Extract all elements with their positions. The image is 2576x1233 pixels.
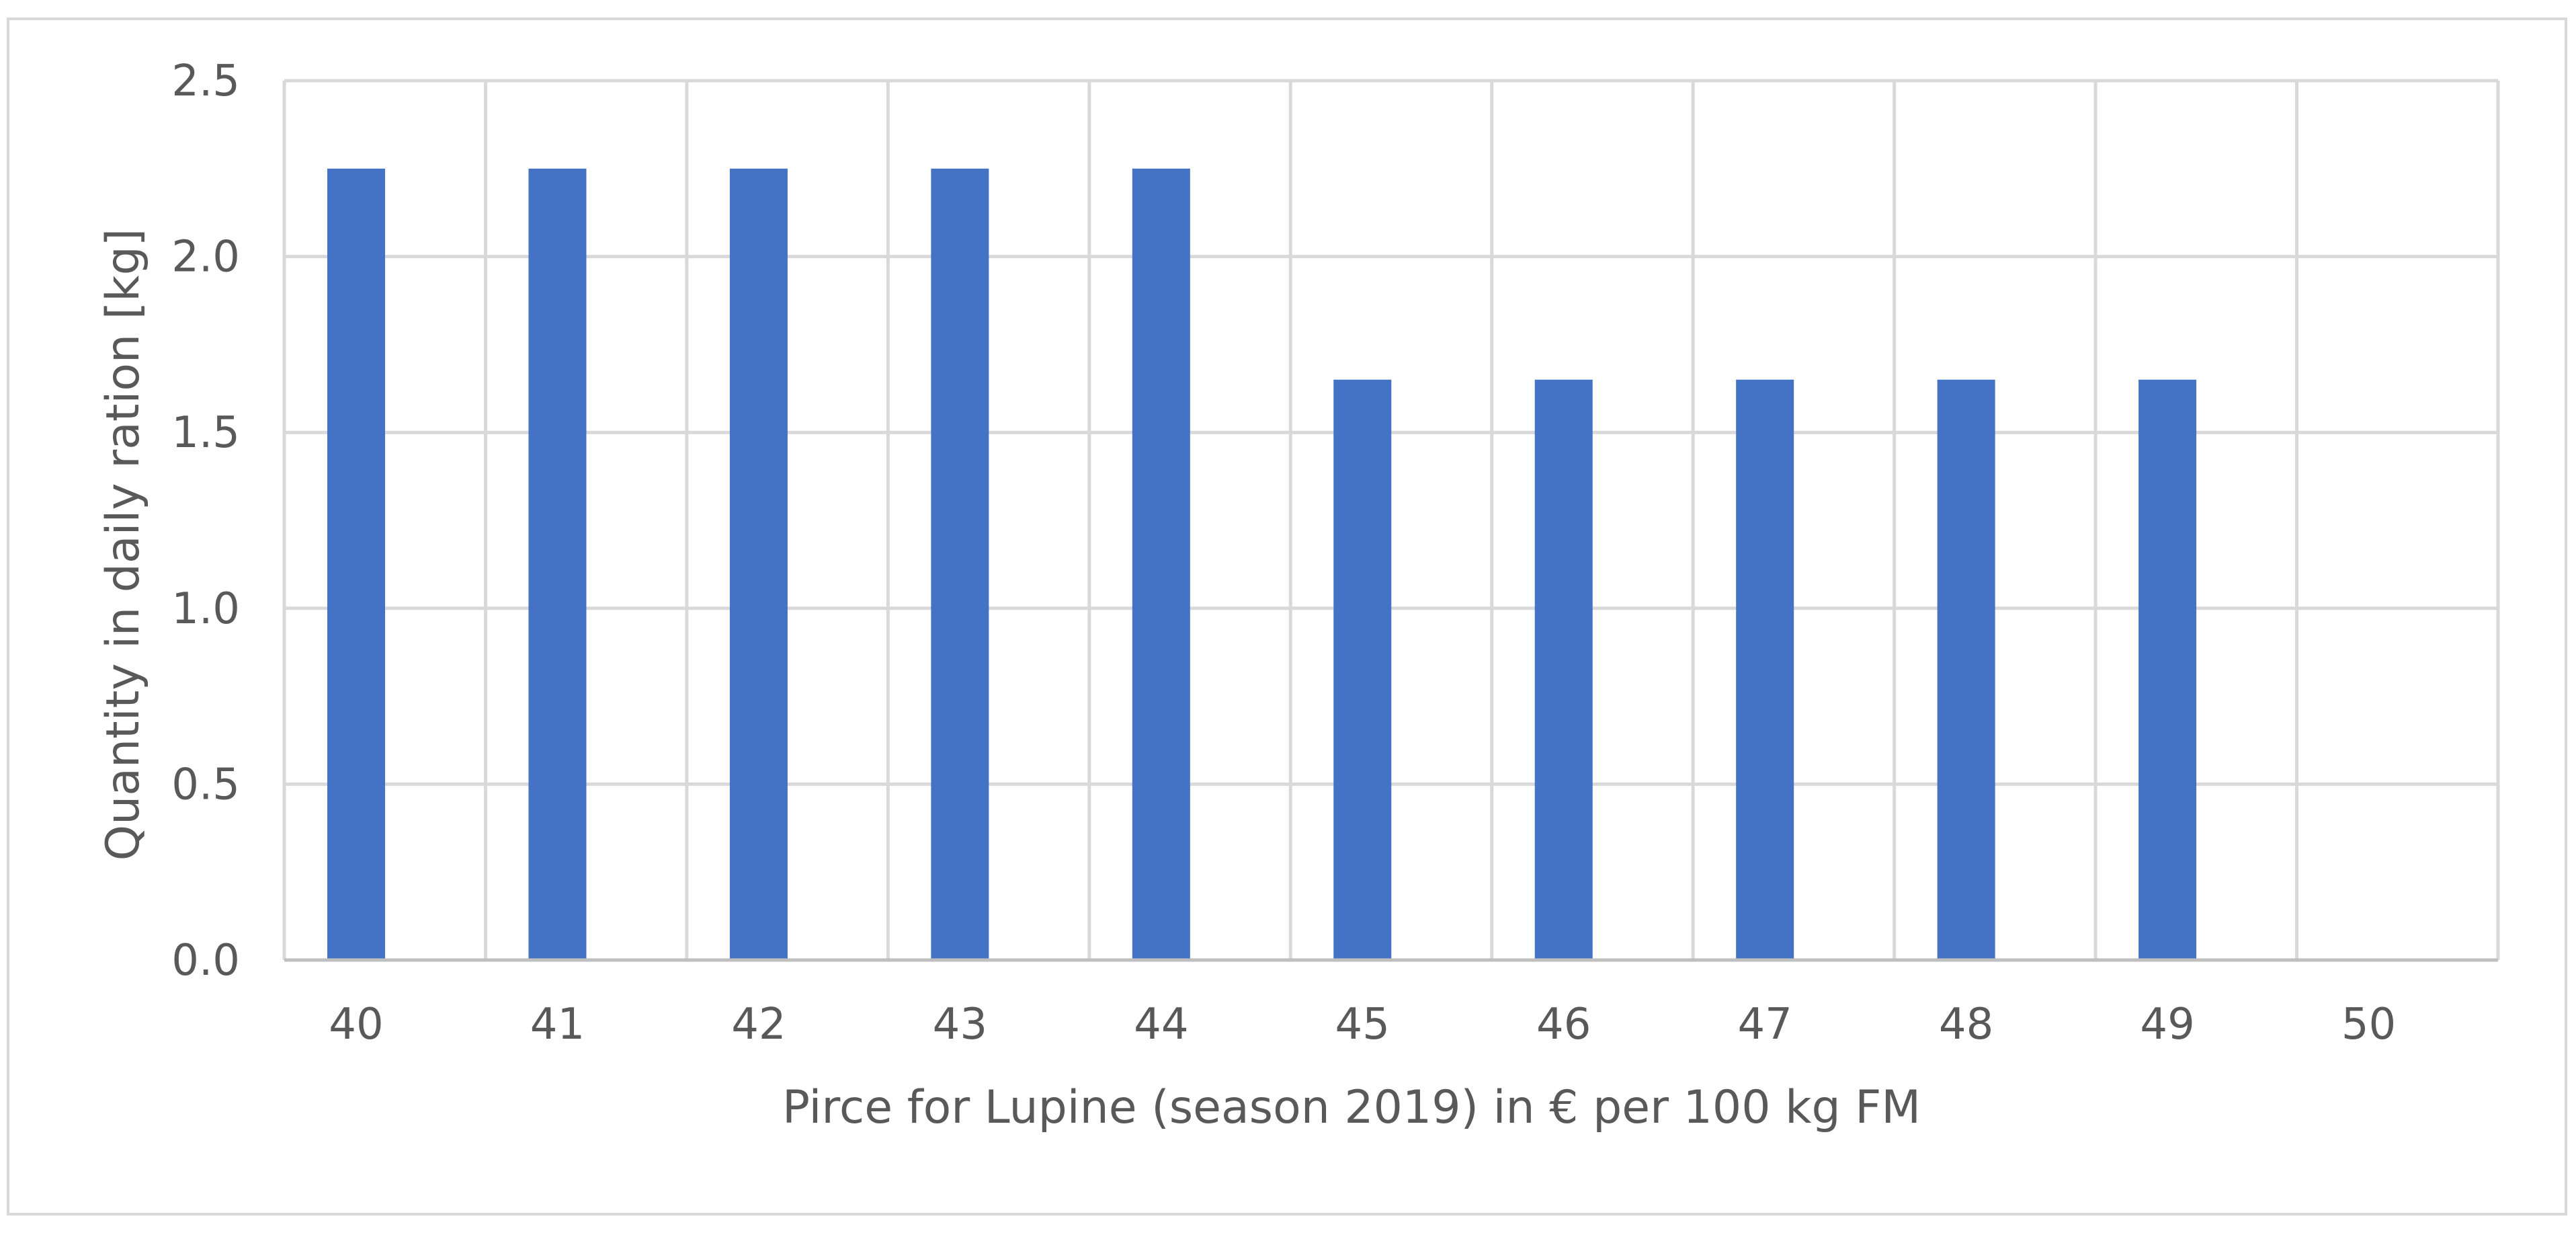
x-tick-label: 49 [2140, 1000, 2194, 1049]
gridlines [282, 79, 2500, 960]
bar [931, 168, 989, 960]
x-tick-labels: 40 41 42 43 44 45 46 47 48 49 50 [329, 1000, 2396, 1049]
x-tick-label: 44 [1134, 1000, 1188, 1049]
bar [1736, 379, 1794, 960]
x-tick-label: 43 [933, 1000, 987, 1049]
bar [1534, 379, 1593, 960]
bars [327, 168, 2197, 960]
bar [327, 168, 385, 960]
bar [1333, 379, 1392, 960]
y-tick-label: 0.5 [171, 760, 240, 809]
x-tick-label: 42 [731, 1000, 786, 1049]
bar [1937, 379, 1995, 960]
y-tick-label: 2.0 [171, 233, 240, 282]
bar [528, 168, 587, 960]
bar [2138, 379, 2197, 960]
y-tick-labels: 0.0 0.5 1.0 1.5 2.0 2.5 [171, 56, 240, 986]
x-tick-label: 41 [530, 1000, 585, 1049]
bar [1132, 168, 1190, 960]
y-tick-label: 1.0 [171, 584, 240, 634]
x-tick-label: 47 [1737, 1000, 1792, 1049]
y-tick-label: 1.5 [171, 408, 240, 458]
x-tick-label: 50 [2341, 1000, 2396, 1049]
x-tick-label: 40 [329, 1000, 383, 1049]
y-tick-label: 0.0 [171, 936, 240, 986]
x-tick-label: 48 [1939, 1000, 1993, 1049]
x-tick-label: 46 [1536, 1000, 1591, 1049]
x-tick-label: 45 [1335, 1000, 1390, 1049]
y-axis-title: Quantity in daily ration [kg] [97, 229, 150, 861]
bar [729, 168, 788, 960]
y-tick-label: 2.5 [171, 56, 240, 106]
x-axis-title: Pirce for Lupine (season 2019) in € per … [782, 1081, 1921, 1134]
